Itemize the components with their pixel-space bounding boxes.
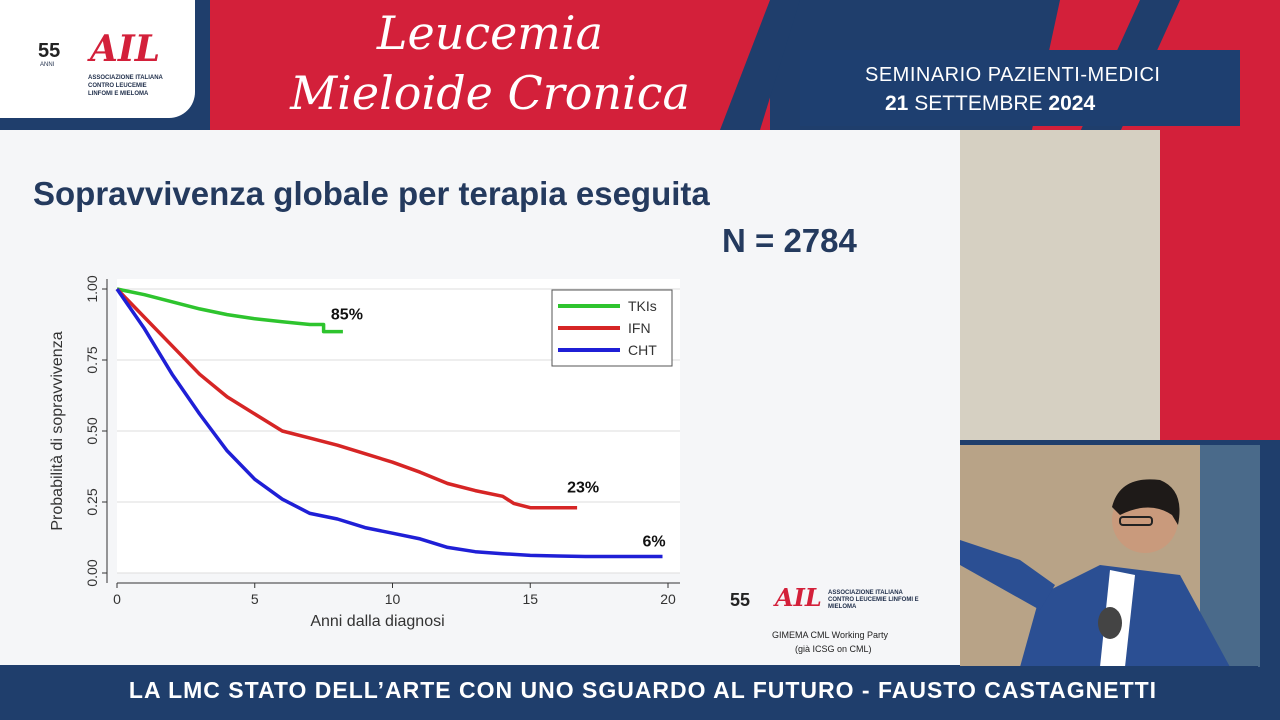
x-tick-label: 5: [251, 591, 259, 607]
header-red-band: [210, 0, 770, 130]
room-photo: [960, 130, 1160, 440]
y-tick-label: 0.00: [84, 559, 100, 586]
seminar-month: SETTEMBRE: [914, 92, 1043, 115]
series-line-cht: [115, 288, 663, 559]
x-axis-label: Anni dalla diagnosi: [310, 613, 444, 630]
logo-years-sub: ANNI: [40, 62, 55, 68]
y-axis-label: Probabilità di sopravvivenza: [49, 331, 66, 530]
x-tick-label: 10: [385, 591, 401, 607]
logo-caption: ASSOCIAZIONE ITALIANA CONTRO LEUCEMIE LI…: [88, 75, 163, 97]
speaker-figure: [960, 445, 1260, 667]
source-line1: GIMEMA CML Working Party: [772, 630, 889, 640]
series-line-ifn: [115, 287, 578, 510]
end-label-tkis: 85%: [331, 307, 363, 324]
source-line2: (già ICSG on CML): [795, 644, 872, 654]
speaker-video: [960, 445, 1260, 667]
footer-logo-caption: ASSOCIAZIONE ITALIANA CONTRO LEUCEMIE LI…: [828, 590, 919, 610]
footer-ail-logo: AIL: [775, 583, 822, 612]
logo-years: 55: [38, 40, 61, 62]
y-tick-label: 0.75: [84, 346, 100, 373]
series-line-tkis: [116, 287, 343, 334]
x-tick-label: 15: [522, 591, 538, 607]
legend-label-tkis: TKIs: [628, 298, 657, 314]
y-tick-label: 0.50: [84, 417, 100, 444]
seminar-box: [800, 50, 1240, 126]
end-label-ifn: 23%: [567, 480, 599, 497]
x-tick-label: 20: [660, 591, 676, 607]
seminar-year: 2024: [1048, 92, 1096, 115]
lower-third-text: LA LMC STATO DELL’ARTE CON UNO SGUARDO A…: [128, 677, 1158, 703]
end-label-cht: 6%: [642, 534, 665, 551]
y-tick-label: 1.00: [84, 275, 100, 302]
header-title-line1: Leucemia: [376, 6, 604, 60]
x-tick-label: 0: [113, 591, 121, 607]
ail-logo-box: 55 ANNI AIL ASSOCIAZIONE ITALIANA CONTRO…: [0, 0, 195, 118]
ail-logo: AIL: [90, 28, 161, 70]
seminar-date: 21 SETTEMBRE 2024: [885, 92, 1095, 116]
legend-label-ifn: IFN: [628, 320, 651, 336]
survival-chart: 0.00 0.25 0.50 0.75 1.00 0 5 10 15 20 Anni dalla d…: [49, 275, 680, 630]
y-tick-label: 0.25: [84, 488, 100, 515]
header-title-line2: Mieloide Cronica: [290, 66, 690, 120]
seminar-day: 21: [885, 92, 909, 115]
legend-label-cht: CHT: [628, 342, 657, 358]
slide-title: Sopravvivenza globale per terapia esegui…: [33, 175, 710, 212]
lower-third-bar: [28, 666, 1258, 720]
footer-logo-years: 55: [730, 590, 751, 610]
seminar-title: SEMINARIO PAZIENTI-MEDICI: [865, 64, 1161, 86]
slide-sample-size: N = 2784: [722, 222, 857, 259]
